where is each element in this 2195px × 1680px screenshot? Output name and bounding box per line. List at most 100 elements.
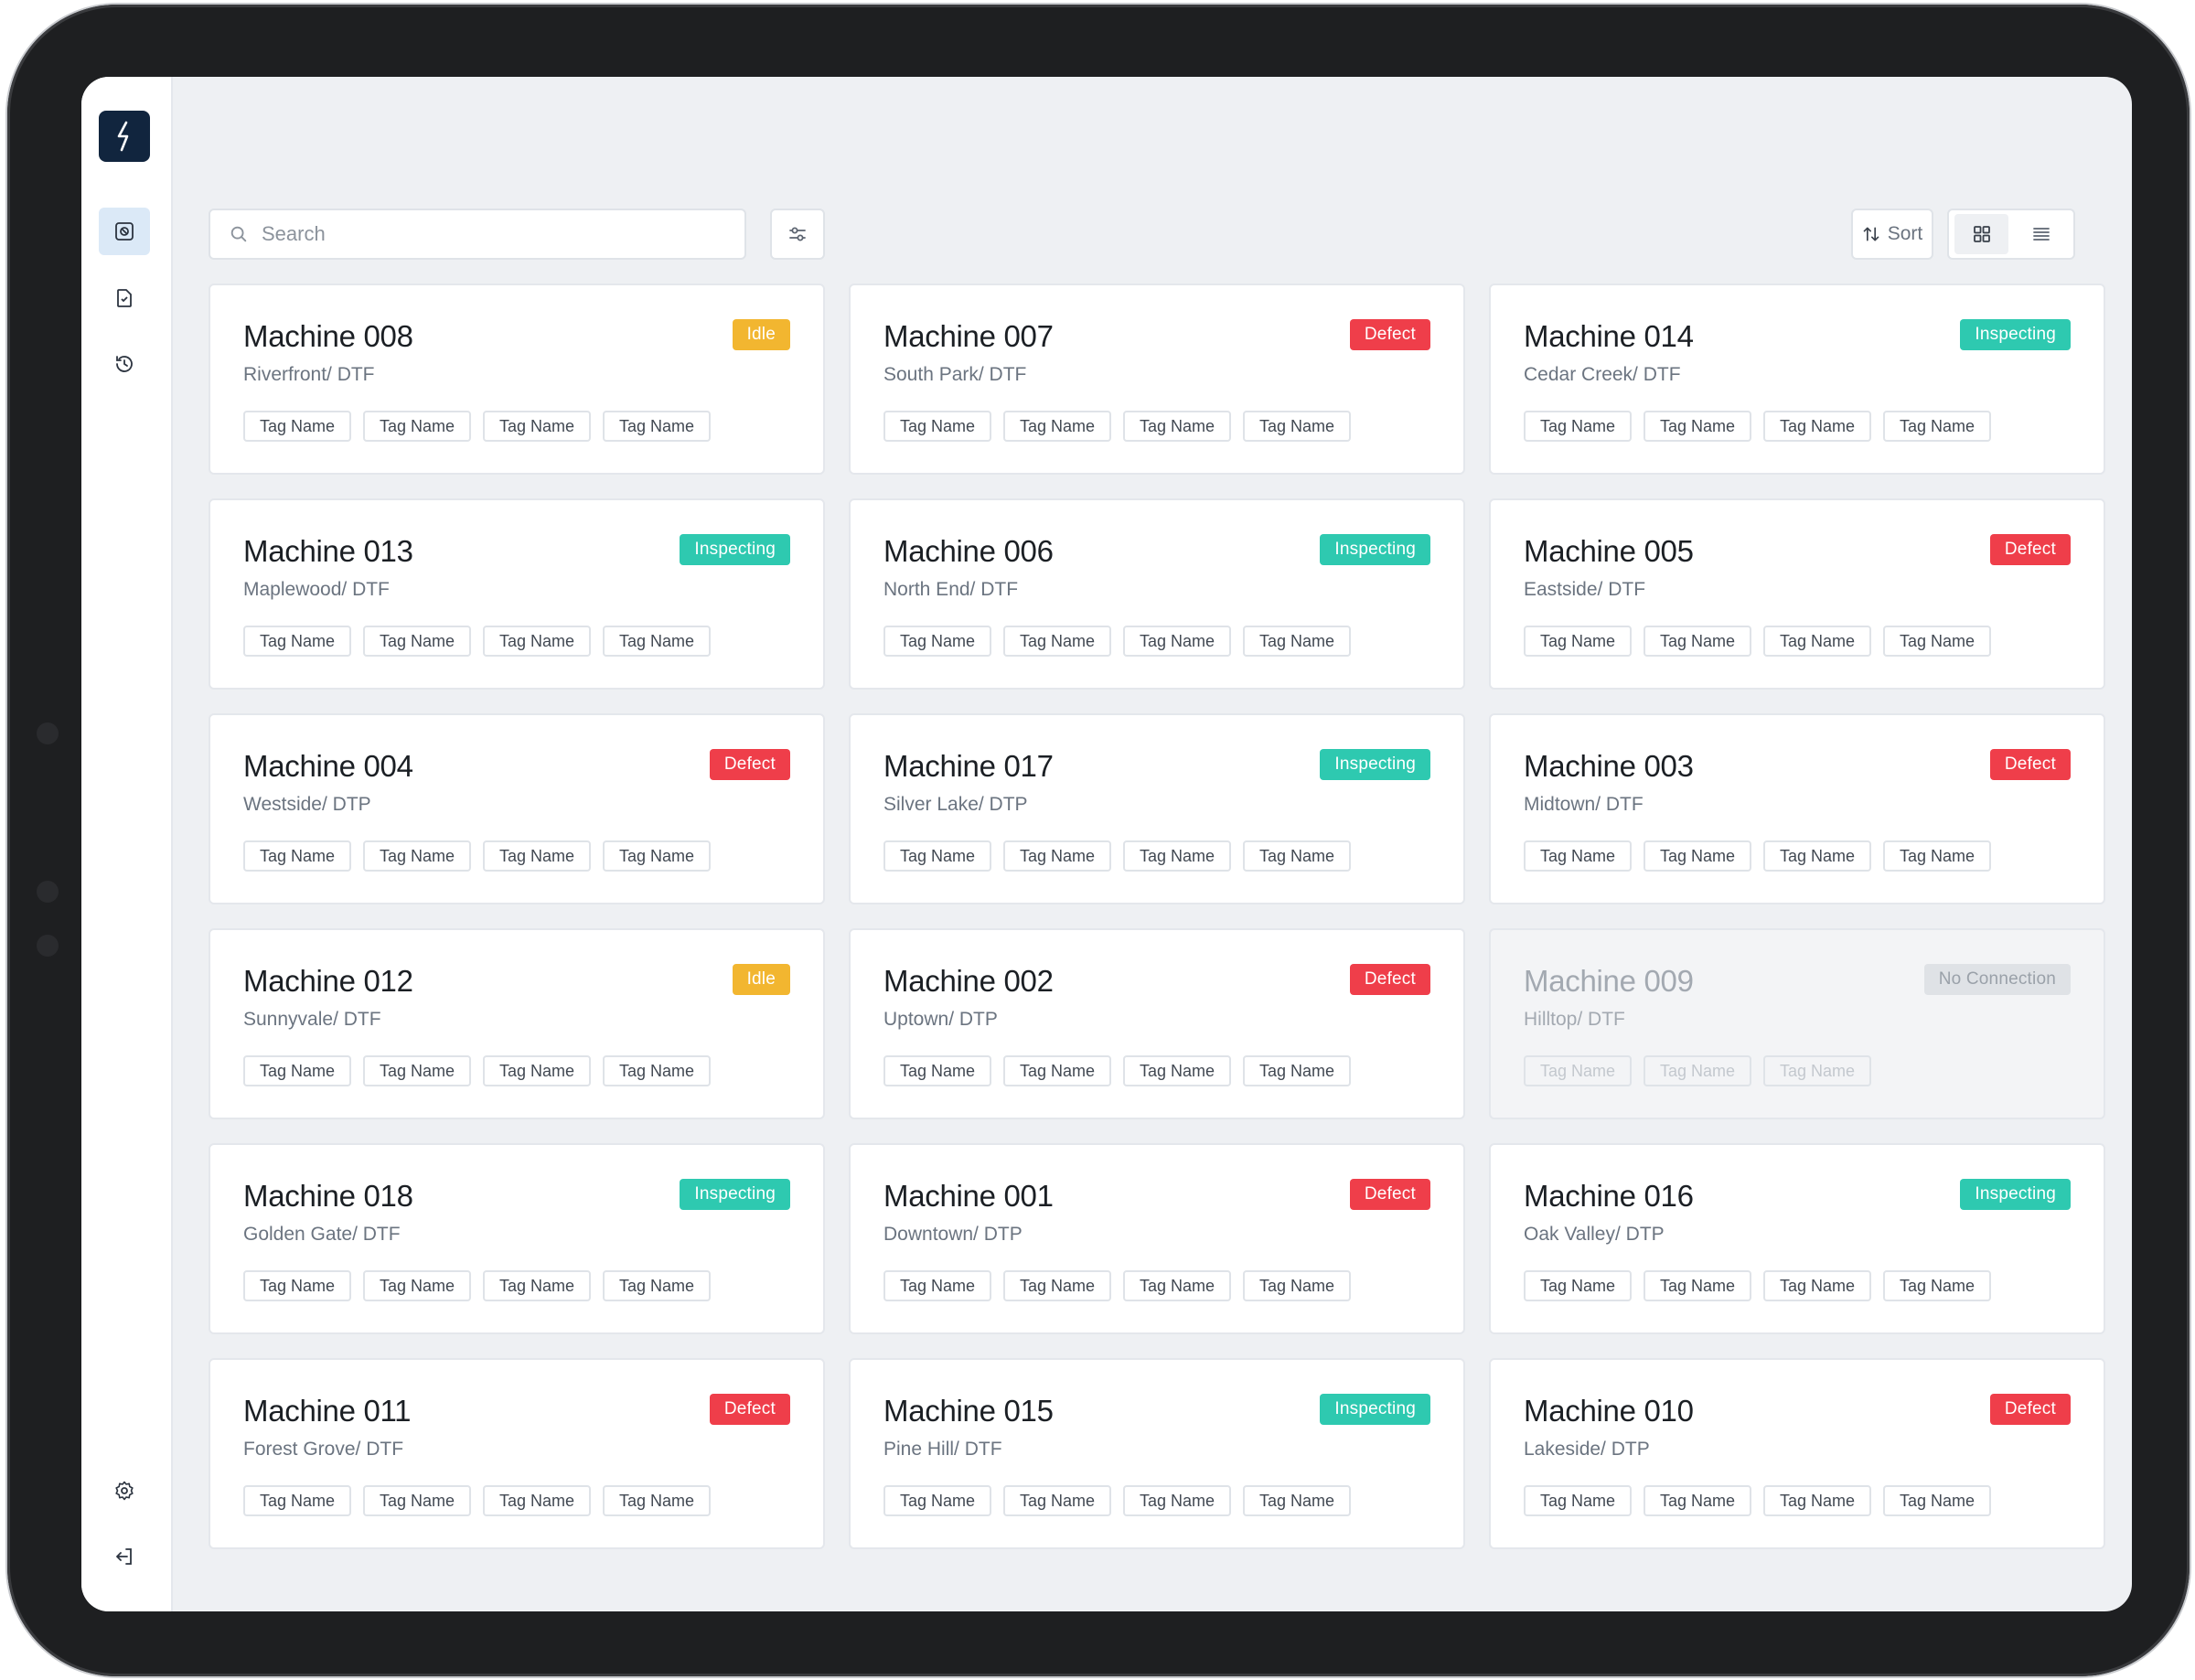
- tag-chip[interactable]: Tag Name: [1524, 1485, 1632, 1516]
- nav-scan[interactable]: [99, 208, 150, 255]
- tag-chip[interactable]: Tag Name: [483, 1055, 591, 1086]
- tag-chip[interactable]: Tag Name: [1644, 1485, 1751, 1516]
- tag-chip[interactable]: Tag Name: [1644, 840, 1751, 872]
- tag-chip[interactable]: Tag Name: [1003, 840, 1111, 872]
- tag-chip[interactable]: Tag Name: [363, 1270, 471, 1301]
- tag-chip[interactable]: Tag Name: [603, 1270, 711, 1301]
- machine-card[interactable]: Machine 015 Pine Hill/ DTF Inspecting Tag N…: [849, 1358, 1465, 1549]
- tag-chip[interactable]: Tag Name: [483, 411, 591, 442]
- tag-chip[interactable]: Tag Name: [1123, 411, 1231, 442]
- tag-chip[interactable]: Tag Name: [1644, 626, 1751, 657]
- tag-chip[interactable]: Tag Name: [243, 1055, 351, 1086]
- tag-chip[interactable]: Tag Name: [1524, 840, 1632, 872]
- tag-chip[interactable]: Tag Name: [1123, 626, 1231, 657]
- tag-chip[interactable]: Tag Name: [1003, 626, 1111, 657]
- machine-card[interactable]: Machine 008 Riverfront/ DTF Idle Tag Name Ta…: [209, 284, 825, 475]
- search-bar[interactable]: [209, 209, 746, 260]
- tag-chip[interactable]: Tag Name: [363, 840, 471, 872]
- machine-card[interactable]: Machine 006 North End/ DTF Inspecting Tag N…: [849, 498, 1465, 690]
- machine-card[interactable]: Machine 001 Downtown/ DTP Defect Tag Name Ta…: [849, 1143, 1465, 1334]
- tag-chip[interactable]: Tag Name: [603, 626, 711, 657]
- tag-chip[interactable]: Tag Name: [883, 1055, 991, 1086]
- tag-chip[interactable]: Tag Name: [1243, 1485, 1351, 1516]
- tag-chip[interactable]: Tag Name: [243, 1270, 351, 1301]
- machine-card[interactable]: Machine 013 Maplewood/ DTF Inspecting Tag N…: [209, 498, 825, 690]
- tag-chip[interactable]: Tag Name: [483, 1485, 591, 1516]
- tag-chip[interactable]: Tag Name: [483, 626, 591, 657]
- tag-chip[interactable]: Tag Name: [1243, 1055, 1351, 1086]
- tag-chip[interactable]: Tag Name: [363, 1485, 471, 1516]
- tag-chip[interactable]: Tag Name: [1123, 1485, 1231, 1516]
- tag-chip[interactable]: Tag Name: [603, 1055, 711, 1086]
- tag-chip[interactable]: Tag Name: [603, 840, 711, 872]
- machine-card[interactable]: Machine 007 South Park/ DTF Defect Tag Name…: [849, 284, 1465, 475]
- tag-chip[interactable]: Tag Name: [1763, 1485, 1871, 1516]
- tag-chip[interactable]: Tag Name: [1524, 1055, 1632, 1086]
- tag-chip[interactable]: Tag Name: [1644, 1270, 1751, 1301]
- filter-button[interactable]: [770, 209, 825, 260]
- search-input[interactable]: [260, 221, 721, 247]
- machine-card[interactable]: Machine 004 Westside/ DTP Defect Tag Name Ta…: [209, 713, 825, 904]
- tag-chip[interactable]: Tag Name: [883, 1485, 991, 1516]
- tag-chip[interactable]: Tag Name: [1003, 1485, 1111, 1516]
- nav-history[interactable]: [99, 340, 150, 388]
- tag-chip[interactable]: Tag Name: [363, 1055, 471, 1086]
- tag-chip[interactable]: Tag Name: [883, 626, 991, 657]
- nav-settings[interactable]: [99, 1467, 150, 1514]
- tag-chip[interactable]: Tag Name: [883, 1270, 991, 1301]
- tag-chip[interactable]: Tag Name: [1883, 840, 1991, 872]
- tag-chip[interactable]: Tag Name: [243, 1485, 351, 1516]
- machine-card[interactable]: Machine 011 Forest Grove/ DTF Defect Tag Na…: [209, 1358, 825, 1549]
- tag-chip[interactable]: Tag Name: [1763, 626, 1871, 657]
- tag-chip[interactable]: Tag Name: [1883, 626, 1991, 657]
- tag-chip[interactable]: Tag Name: [1524, 411, 1632, 442]
- tag-chip[interactable]: Tag Name: [243, 840, 351, 872]
- tag-chip[interactable]: Tag Name: [603, 1485, 711, 1516]
- tag-chip[interactable]: Tag Name: [363, 626, 471, 657]
- machine-card[interactable]: Machine 005 Eastside/ DTF Defect Tag Name Ta…: [1489, 498, 2105, 690]
- tag-chip[interactable]: Tag Name: [1123, 1055, 1231, 1086]
- machine-card[interactable]: Machine 009 Hilltop/ DTF No Connection Tag …: [1489, 928, 2105, 1119]
- tag-chip[interactable]: Tag Name: [1123, 1270, 1231, 1301]
- nav-logout[interactable]: [99, 1533, 150, 1580]
- tag-chip[interactable]: Tag Name: [1003, 1055, 1111, 1086]
- lightning-icon[interactable]: [99, 111, 150, 162]
- tag-chip[interactable]: Tag Name: [1243, 411, 1351, 442]
- tag-chip[interactable]: Tag Name: [883, 840, 991, 872]
- tag-chip[interactable]: Tag Name: [1003, 411, 1111, 442]
- tag-chip[interactable]: Tag Name: [243, 411, 351, 442]
- machine-card[interactable]: Machine 010 Lakeside/ DTP Defect Tag Name Ta…: [1489, 1358, 2105, 1549]
- tag-chip[interactable]: Tag Name: [1644, 1055, 1751, 1086]
- tag-chip[interactable]: Tag Name: [1644, 411, 1751, 442]
- machine-card[interactable]: Machine 018 Golden Gate/ DTF Inspecting Tag…: [209, 1143, 825, 1334]
- list-view-button[interactable]: [2014, 214, 2068, 254]
- tag-chip[interactable]: Tag Name: [1524, 626, 1632, 657]
- machine-card[interactable]: Machine 003 Midtown/ DTF Defect Tag Name Tag…: [1489, 713, 2105, 904]
- tag-chip[interactable]: Tag Name: [1243, 840, 1351, 872]
- sort-button[interactable]: Sort: [1851, 209, 1933, 260]
- machine-card[interactable]: Machine 017 Silver Lake/ DTP Inspecting Tag…: [849, 713, 1465, 904]
- tag-chip[interactable]: Tag Name: [1883, 1485, 1991, 1516]
- machine-card[interactable]: Machine 016 Oak Valley/ DTP Inspecting Tag …: [1489, 1143, 2105, 1334]
- tag-chip[interactable]: Tag Name: [1003, 1270, 1111, 1301]
- tag-chip[interactable]: Tag Name: [1883, 411, 1991, 442]
- tag-chip[interactable]: Tag Name: [1243, 1270, 1351, 1301]
- tag-chip[interactable]: Tag Name: [483, 1270, 591, 1301]
- tag-chip[interactable]: Tag Name: [1763, 411, 1871, 442]
- tag-chip[interactable]: Tag Name: [1243, 626, 1351, 657]
- tag-chip[interactable]: Tag Name: [1763, 1270, 1871, 1301]
- machine-card[interactable]: Machine 002 Uptown/ DTP Defect Tag Name Tag …: [849, 928, 1465, 1119]
- tag-chip[interactable]: Tag Name: [483, 840, 591, 872]
- tag-chip[interactable]: Tag Name: [1883, 1270, 1991, 1301]
- machine-card[interactable]: Machine 012 Sunnyvale/ DTF Idle Tag Name Tag…: [209, 928, 825, 1119]
- tag-chip[interactable]: Tag Name: [883, 411, 991, 442]
- tag-chip[interactable]: Tag Name: [603, 411, 711, 442]
- tag-chip[interactable]: Tag Name: [243, 626, 351, 657]
- tag-chip[interactable]: Tag Name: [1763, 1055, 1871, 1086]
- tag-chip[interactable]: Tag Name: [1763, 840, 1871, 872]
- grid-view-button[interactable]: [1954, 214, 2008, 254]
- tag-chip[interactable]: Tag Name: [1123, 840, 1231, 872]
- machine-card[interactable]: Machine 014 Cedar Creek/ DTF Inspecting Tag…: [1489, 284, 2105, 475]
- tag-chip[interactable]: Tag Name: [1524, 1270, 1632, 1301]
- tag-chip[interactable]: Tag Name: [363, 411, 471, 442]
